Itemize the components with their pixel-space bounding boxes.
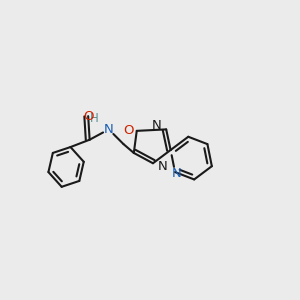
Text: O: O [83,110,93,123]
Text: N: N [172,167,182,180]
Text: N: N [158,160,167,173]
Text: N: N [104,123,114,136]
Text: O: O [123,124,134,137]
Text: H: H [90,112,99,125]
Text: N: N [152,119,162,132]
